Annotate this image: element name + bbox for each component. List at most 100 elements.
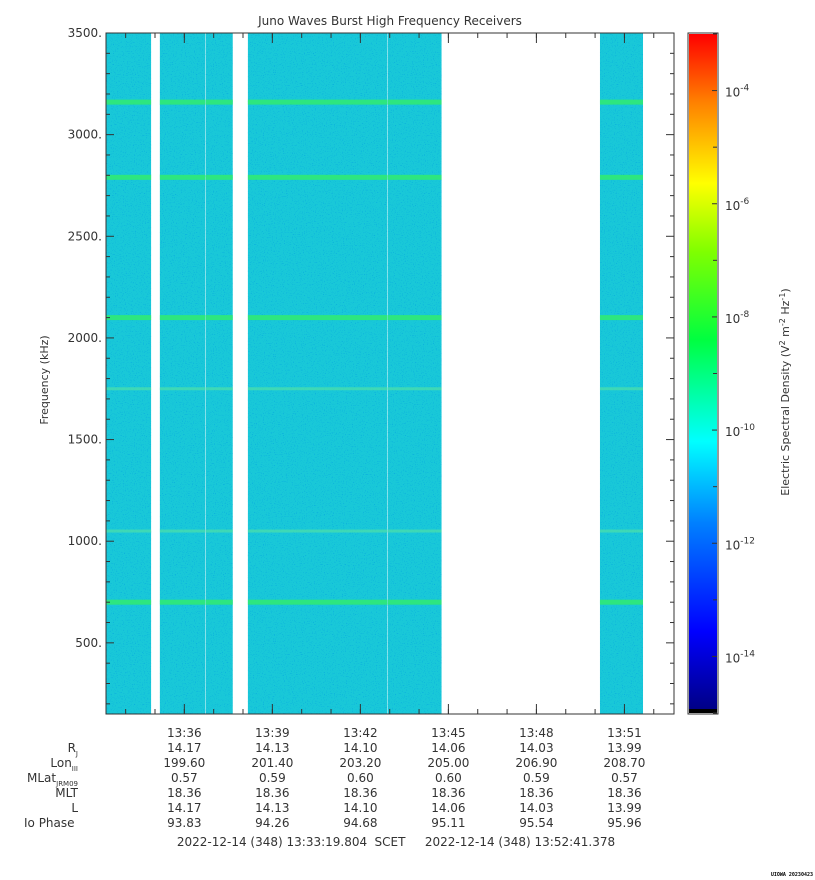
colorbar-ticks: 10-4 10-6 10-8 10-10 10-12 10-14: [712, 33, 755, 714]
colorbar-floor: [689, 709, 717, 713]
x-tick-label: 13:51: [607, 726, 642, 740]
emission-lines: [106, 99, 644, 605]
emission-line: [247, 529, 388, 533]
emission-line: [106, 315, 152, 321]
ephemeris-value: 205.00: [427, 756, 469, 770]
emission-line: [106, 599, 152, 605]
emission-line: [106, 99, 152, 105]
ephemeris-value: 18.36: [431, 786, 465, 800]
ephemeris-row-label: L: [71, 801, 78, 815]
emission-line: [159, 315, 206, 321]
emission-line: [159, 529, 206, 533]
time-range-end: 2022-12-14 (348) 13:52:41.378: [425, 835, 615, 849]
x-tick-label: 13:42: [343, 726, 378, 740]
colorbar-tick-label: 10-6: [725, 197, 750, 213]
emission-line: [387, 315, 442, 321]
ephemeris-value: 18.36: [167, 786, 201, 800]
y-tick-label: 1000.: [68, 534, 102, 548]
ephemeris-table: RJ 14.17 14.13 14.10 14.06 14.03 13.99 LonIII 19…: [24, 741, 645, 830]
emission-line: [599, 174, 644, 180]
emission-line: [387, 174, 442, 180]
ephemeris-row-label: MLT: [55, 786, 78, 800]
emission-line: [205, 99, 233, 105]
ephemeris-value: 95.11: [431, 816, 465, 830]
emission-line: [387, 599, 442, 605]
ephemeris-value: 203.20: [339, 756, 381, 770]
time-range-start: 2022-12-14 (348) 13:33:19.804: [177, 835, 367, 849]
emission-line: [387, 529, 442, 533]
ephemeris-value: 0.59: [523, 771, 550, 785]
colorbar-frame: [687, 32, 719, 715]
ephemeris-value: 201.40: [251, 756, 293, 770]
ephemeris-value: 0.60: [435, 771, 462, 785]
plot-area: 500. 1000. 1500. 2000. 2500. 3000. 3500. 13:36…: [68, 26, 675, 740]
ephemeris-value: 0.60: [347, 771, 374, 785]
time-system-label: SCET: [375, 835, 407, 849]
y-tick-label: 500.: [75, 636, 102, 650]
ephemeris-value: 18.36: [255, 786, 289, 800]
ephemeris-value: 0.57: [611, 771, 638, 785]
segment-noise: [205, 33, 233, 714]
ephemeris-value: 14.13: [255, 801, 289, 815]
emission-line: [387, 99, 442, 105]
emission-line: [106, 387, 152, 391]
ephemeris-value: 208.70: [603, 756, 645, 770]
ephemeris-value: 14.10: [343, 741, 377, 755]
colorbar-tick-label: 10-12: [725, 536, 755, 552]
emission-line: [205, 529, 233, 533]
emission-line: [599, 99, 644, 105]
emission-line: [159, 599, 206, 605]
emission-line: [247, 599, 388, 605]
emission-line: [387, 387, 442, 391]
ephemeris-value: 94.68: [343, 816, 377, 830]
x-tick-label: 13:45: [431, 726, 466, 740]
y-tick-label: 3500.: [68, 26, 102, 40]
y-tick-label: 2000.: [68, 331, 102, 345]
ephemeris-value: 95.96: [607, 816, 641, 830]
data-segments: [106, 33, 644, 714]
y-axis-ticks: 500. 1000. 1500. 2000. 2500. 3000. 3500.: [68, 26, 674, 705]
ephemeris-value: 14.17: [167, 741, 201, 755]
colorbar-tick-label: 10-8: [725, 310, 750, 326]
emission-line: [599, 529, 644, 533]
ephemeris-value: 13.99: [607, 801, 641, 815]
y-tick-label: 1500.: [68, 433, 102, 447]
ephemeris-value: 18.36: [519, 786, 553, 800]
colorbar-label: Electric Spectral Density (V2 m-2 Hz-1): [778, 288, 792, 495]
colorbar-tick-label: 10-4: [725, 84, 750, 100]
colorbar-gradient: [689, 34, 717, 713]
x-tick-label: 13:39: [255, 726, 290, 740]
ephemeris-value: 14.03: [519, 801, 553, 815]
credit-stamp: UIOWA 20230423: [770, 872, 813, 878]
emission-line: [599, 387, 644, 391]
ephemeris-value: 14.10: [343, 801, 377, 815]
colorbar-tick-label: 10-10: [725, 423, 755, 439]
segment-noise: [599, 33, 644, 714]
ephemeris-row-label: RJ: [68, 741, 78, 758]
y-axis-label: Frequency (kHz): [38, 335, 51, 424]
ephemeris-value: 206.90: [515, 756, 557, 770]
ephemeris-value: 14.13: [255, 741, 289, 755]
ephemeris-value: 199.60: [163, 756, 205, 770]
colorbar: 10-4 10-6 10-8 10-10 10-12 10-14: [687, 32, 755, 715]
ephemeris-value: 93.83: [167, 816, 201, 830]
segment-noise: [106, 33, 152, 714]
emission-line: [247, 99, 388, 105]
chart-title: Juno Waves Burst High Frequency Receiver…: [257, 14, 522, 28]
ephemeris-value: 14.06: [431, 801, 465, 815]
emission-line: [159, 99, 206, 105]
emission-line: [205, 315, 233, 321]
emission-line: [599, 599, 644, 605]
ephemeris-value: 18.36: [607, 786, 641, 800]
emission-line: [205, 387, 233, 391]
emission-line: [247, 387, 388, 391]
emission-line: [599, 315, 644, 321]
emission-line: [159, 174, 206, 180]
ephemeris-value: 14.03: [519, 741, 553, 755]
ephemeris-value: 95.54: [519, 816, 553, 830]
ephemeris-value: 14.06: [431, 741, 465, 755]
y-tick-label: 2500.: [68, 229, 102, 243]
ephemeris-value: 18.36: [343, 786, 377, 800]
ephemeris-value: 94.26: [255, 816, 289, 830]
